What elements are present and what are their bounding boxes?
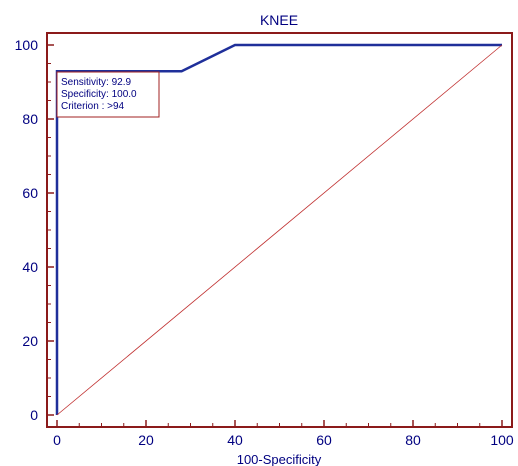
y-tick-label: 80 [22, 111, 38, 127]
y-tick-label: 60 [22, 185, 38, 201]
x-tick-label: 100 [490, 432, 514, 448]
y-tick-label: 100 [15, 37, 39, 53]
x-axis-label: 100-Specificity [237, 452, 322, 466]
x-tick-label: 0 [53, 432, 61, 448]
y-tick-label: 20 [22, 333, 38, 349]
roc-curve-line [55, 43, 502, 415]
chart-title: KNEE [260, 12, 298, 28]
x-tick-label: 60 [316, 432, 332, 448]
annotation-text: Sensitivity: 92.9 [61, 77, 131, 88]
plot-area: 0 20 40 60 80 100 0 20 40 60 80 100 Sensitivity: 92.… [15, 32, 514, 448]
y-tick-label: 40 [22, 259, 38, 275]
y-tick-label: 0 [30, 407, 38, 423]
annotation-text: Criterion : >94 [61, 101, 125, 112]
x-tick-label: 80 [405, 432, 421, 448]
reference-diagonal-line [56, 44, 503, 416]
x-tick-label: 40 [227, 432, 243, 448]
annotation-text: Specificity: 100.0 [61, 89, 137, 100]
x-tick-label: 20 [138, 432, 154, 448]
annotation-box [56, 71, 160, 118]
